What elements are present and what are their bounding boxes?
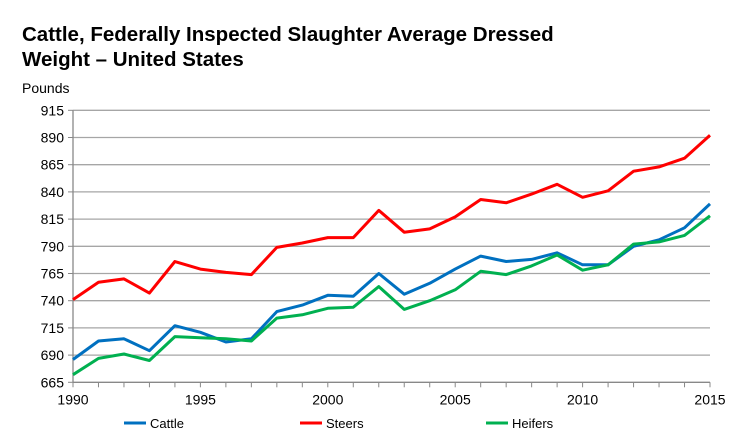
y-tick-label: 840 (41, 184, 65, 200)
series-line-steers (72, 134, 712, 301)
y-axis-label: Pounds (22, 80, 69, 96)
y-tick-label: 915 (41, 102, 65, 118)
legend-label-steers: Steers (326, 416, 364, 431)
y-tick-label: 740 (41, 293, 65, 309)
x-tick-label: 2010 (567, 391, 598, 407)
x-tick-label: 2005 (440, 391, 471, 407)
legend: Cattle Steers Heifers (124, 416, 554, 431)
y-tick-label: 890 (41, 130, 65, 146)
y-tick-label: 765 (41, 266, 65, 282)
legend-label-heifers: Heifers (512, 416, 554, 431)
legend-label-cattle: Cattle (150, 416, 184, 431)
y-tick-label: 865 (41, 157, 65, 173)
y-tick-label: 790 (41, 238, 65, 254)
x-tick-label: 2015 (694, 391, 725, 407)
chart-title-line-1: Cattle, Federally Inspected Slaughter Av… (22, 23, 554, 46)
chart-title-line-2: Weight – United States (22, 48, 244, 71)
gridlines (73, 109, 710, 356)
x-tick-label: 1995 (185, 391, 216, 407)
y-tick-label: 815 (41, 211, 65, 227)
y-tick-label: 690 (41, 347, 65, 363)
y-tick-label: 665 (41, 374, 65, 390)
y-tick-label: 715 (41, 320, 65, 336)
series-lines (72, 134, 712, 376)
x-tick-labels: 1990 1995 2000 2005 2010 2015 (57, 391, 725, 407)
series-line-cattle (72, 202, 712, 361)
x-tick-label: 2000 (312, 391, 343, 407)
x-tick-label: 1990 (57, 391, 88, 407)
series-line-heifers (72, 214, 711, 376)
axes (68, 109, 711, 388)
y-tick-labels: 665 690 715 740 765 790 815 840 865 890 915 (41, 102, 65, 390)
